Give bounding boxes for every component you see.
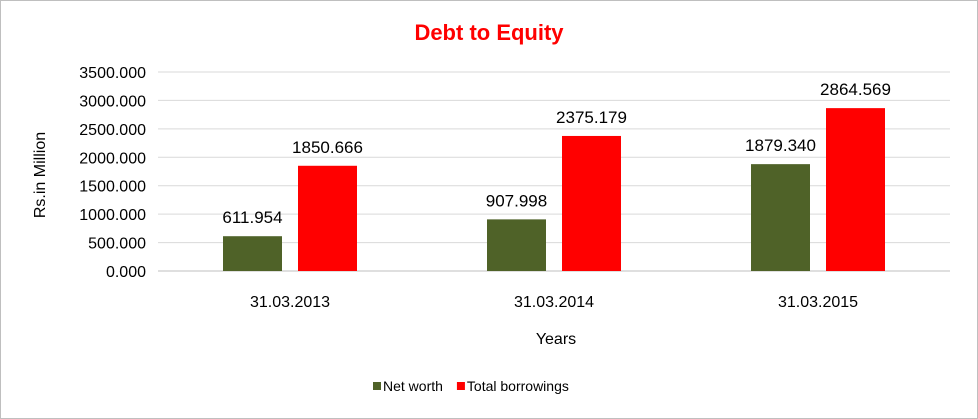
y-tick-label: 3000.000 bbox=[79, 93, 146, 110]
data-label: 1850.666 bbox=[292, 138, 363, 157]
x-tick-label: 31.03.2015 bbox=[778, 294, 858, 311]
bar-net-worth bbox=[487, 219, 546, 271]
bar-total-borrowings bbox=[826, 108, 885, 272]
data-label: 1879.340 bbox=[745, 136, 816, 155]
bar-net-worth bbox=[751, 164, 810, 271]
y-tick-label: 2000.000 bbox=[79, 150, 146, 167]
x-tick-label: 31.03.2013 bbox=[250, 294, 330, 311]
data-label: 907.998 bbox=[486, 191, 547, 210]
data-labels: 611.954 1850.666 907.998 2375.179 1879.340 28… bbox=[222, 80, 891, 227]
legend-label: Net worth bbox=[383, 378, 443, 394]
chart-title: Debt to Equity bbox=[414, 20, 564, 45]
data-label: 2375.179 bbox=[556, 108, 627, 127]
y-tick-labels: 0.000 500.000 1000.000 1500.000 2000.000 2500… bbox=[79, 65, 146, 281]
y-tick-label: 1000.000 bbox=[79, 207, 146, 224]
y-tick-label: 3500.000 bbox=[79, 65, 146, 82]
bar-total-borrowings bbox=[562, 135, 621, 271]
bars bbox=[223, 108, 885, 272]
data-label: 611.954 bbox=[222, 208, 282, 227]
legend-swatch bbox=[373, 382, 381, 390]
y-tick-label: 0.000 bbox=[106, 264, 146, 281]
y-tick-label: 1500.000 bbox=[79, 179, 146, 196]
x-tick-label: 31.03.2014 bbox=[514, 294, 594, 311]
y-axis-title: Rs.in Million bbox=[32, 132, 49, 218]
gridlines bbox=[158, 71, 950, 272]
legend: Net worth Total borrowings bbox=[373, 378, 569, 394]
legend-label: Total borrowings bbox=[467, 378, 569, 394]
bar-total-borrowings bbox=[298, 165, 357, 271]
data-label: 2864.569 bbox=[820, 80, 891, 99]
x-axis-title: Years bbox=[536, 331, 576, 348]
y-tick-label: 500.000 bbox=[88, 236, 146, 253]
legend-swatch bbox=[456, 382, 465, 390]
y-tick-label: 2500.000 bbox=[79, 122, 146, 139]
bar-net-worth bbox=[223, 236, 282, 271]
x-tick-labels: 31.03.2013 31.03.2014 31.03.2015 bbox=[250, 294, 858, 311]
